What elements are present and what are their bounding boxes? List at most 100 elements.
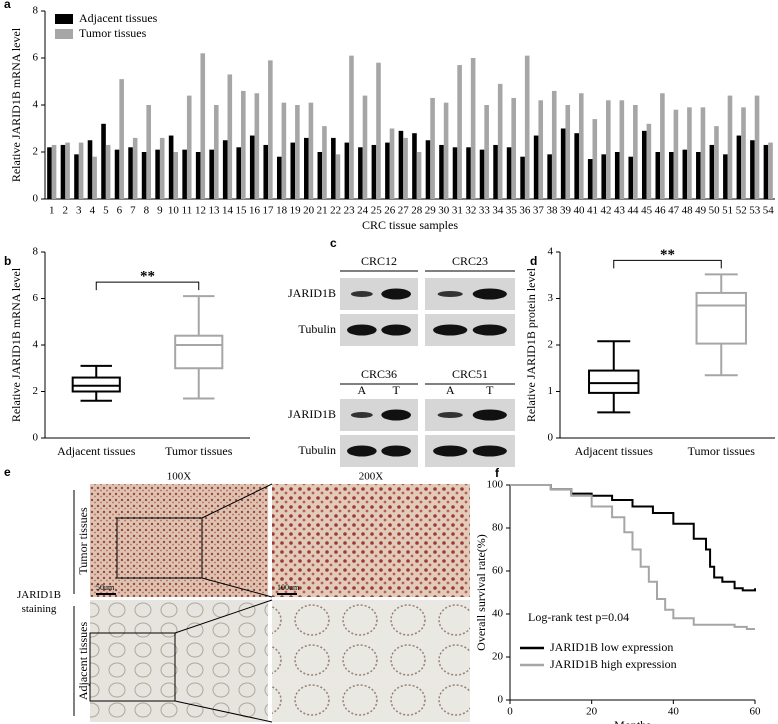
bar <box>673 109 679 199</box>
bar <box>92 156 97 199</box>
legend-label: Adjacent tissues <box>79 11 158 25</box>
bar <box>493 144 498 199</box>
bar <box>533 135 539 199</box>
blot-band <box>437 412 463 418</box>
y-tick-label: 8 <box>33 5 39 17</box>
y-axis-label: Overall survival rate(%) <box>474 534 488 651</box>
bar <box>168 135 174 199</box>
bar <box>335 154 341 199</box>
panel-label: b <box>4 254 11 268</box>
x-tick-label: 43 <box>614 205 626 217</box>
staining-label: JARID1B staining <box>16 589 61 615</box>
bar <box>547 154 552 199</box>
x-tick-label: 28 <box>411 205 423 217</box>
box <box>588 369 640 394</box>
bar <box>200 53 206 199</box>
bar <box>497 83 503 199</box>
blot-band <box>472 288 507 300</box>
bar <box>241 90 246 199</box>
x-tick-label: Tumor tissues <box>688 444 756 458</box>
bar <box>268 60 273 199</box>
y-tick-label: 4 <box>33 339 39 351</box>
bar <box>295 105 300 199</box>
x-tick-label: 4 <box>90 205 96 217</box>
y-tick-label: 2 <box>33 385 39 397</box>
x-tick-label: 2 <box>63 205 69 217</box>
blot-band <box>381 409 411 421</box>
bar <box>281 102 287 199</box>
x-tick-label: 32 <box>465 205 476 217</box>
x-tick-label: 23 <box>344 205 356 217</box>
x-tick-label: 25 <box>371 205 383 217</box>
lane-label: A <box>358 383 367 397</box>
bar <box>344 142 350 199</box>
bar <box>47 147 52 199</box>
bar <box>60 144 66 199</box>
ihc-image <box>272 600 470 722</box>
x-tick-label: 49 <box>695 205 707 217</box>
bar <box>646 123 652 199</box>
y-tick-label: 4 <box>548 246 554 258</box>
x-tick-label: 53 <box>749 205 761 217</box>
box <box>71 376 121 393</box>
y-tick-label: 2 <box>33 146 39 158</box>
bar <box>403 137 408 199</box>
x-tick-label: 60 <box>750 706 762 718</box>
x-tick-label: 8 <box>144 205 150 217</box>
y-tick-label: 6 <box>33 292 39 304</box>
bar <box>222 140 228 199</box>
bar <box>601 154 607 199</box>
x-tick-label: 11 <box>182 205 193 217</box>
bar <box>709 144 715 199</box>
bar <box>682 149 688 199</box>
blot-group: CRC51 <box>452 367 488 381</box>
significance-bracket <box>95 281 200 291</box>
x-tick-label: 6 <box>117 205 123 217</box>
bar <box>763 144 769 199</box>
bar <box>155 149 160 199</box>
bar <box>128 147 133 199</box>
bar <box>565 105 571 199</box>
bar <box>619 100 625 199</box>
bar <box>51 144 57 199</box>
bar <box>358 147 363 199</box>
survival-curve <box>510 484 756 592</box>
x-tick-label: 40 <box>573 205 585 217</box>
x-tick-label: 33 <box>479 205 491 217</box>
bar <box>628 156 634 199</box>
bar <box>331 137 336 199</box>
bar <box>78 142 84 199</box>
blot-band <box>437 291 463 297</box>
x-tick-label: Adjacent tissues <box>575 444 654 458</box>
bar <box>696 152 701 199</box>
magnification: 200X <box>359 471 384 483</box>
x-tick-label: 42 <box>601 205 612 217</box>
bar <box>443 102 449 199</box>
bar <box>633 105 638 199</box>
bar <box>452 147 458 199</box>
x-tick-label: 27 <box>398 205 410 217</box>
legend-label: JARID1B high expression <box>550 657 677 671</box>
blot-band <box>381 324 411 336</box>
significance-label: ** <box>660 247 675 263</box>
y-tick-label: 0 <box>548 432 554 444</box>
x-tick-label: 14 <box>222 205 234 217</box>
x-tick-label: 17 <box>263 205 275 217</box>
bar <box>385 142 390 199</box>
bar <box>173 152 179 199</box>
bar <box>412 133 417 199</box>
x-tick-label: 26 <box>384 205 396 217</box>
x-tick-label: 47 <box>668 205 680 217</box>
x-tick-label: 10 <box>168 205 180 217</box>
box <box>695 291 747 345</box>
x-tick-label: 0 <box>507 706 513 718</box>
y-tick-label: 3 <box>548 292 554 304</box>
panel-label: d <box>530 254 537 268</box>
x-tick-label: 19 <box>290 205 302 217</box>
lane-label: A <box>446 383 455 397</box>
bar <box>506 147 512 199</box>
ihc-image <box>90 600 268 722</box>
bar <box>87 140 93 199</box>
magnification: 100X <box>167 471 192 483</box>
